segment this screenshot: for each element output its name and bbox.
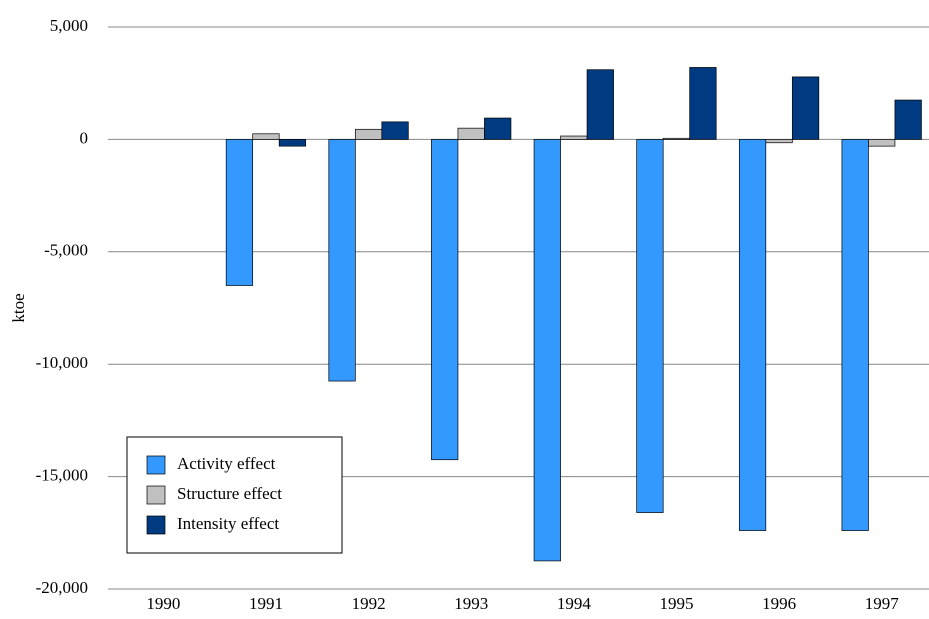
y-axis-label: ktoe — [9, 293, 28, 322]
bar — [689, 67, 717, 140]
x-tick-label: 1991 — [249, 594, 283, 613]
bar — [225, 139, 254, 286]
bar — [662, 137, 691, 140]
bar — [457, 127, 485, 140]
legend-label: Intensity effect — [177, 514, 279, 533]
bar — [484, 117, 512, 140]
bar — [738, 139, 767, 531]
bar — [586, 69, 614, 140]
bar — [431, 139, 459, 461]
bar — [328, 139, 356, 382]
legend-label: Activity effect — [177, 454, 276, 473]
x-tick-label: 1996 — [762, 594, 796, 613]
legend-swatch — [146, 515, 166, 535]
x-tick-label: 1993 — [454, 594, 488, 613]
y-tick-label: 0 — [80, 128, 89, 147]
bar — [841, 139, 869, 531]
bar — [278, 139, 307, 147]
legend-label: Structure effect — [177, 484, 282, 503]
y-tick-label: -10,000 — [36, 353, 88, 372]
y-tick-label: -5,000 — [44, 241, 88, 260]
x-tick-label: 1997 — [865, 594, 900, 613]
bar — [765, 139, 793, 144]
bar — [636, 139, 664, 513]
bar — [533, 139, 561, 562]
x-tick-label: 1990 — [146, 594, 180, 613]
y-tick-label: -20,000 — [36, 578, 88, 597]
bar — [252, 133, 280, 140]
x-tick-label: 1995 — [659, 594, 693, 613]
bar — [560, 135, 588, 140]
bar — [791, 76, 820, 140]
x-tick-label: 1992 — [352, 594, 386, 613]
bar — [381, 121, 409, 140]
bar — [868, 139, 896, 147]
bar — [894, 99, 922, 140]
x-tick-label: 1994 — [557, 594, 592, 613]
bar — [354, 128, 383, 140]
y-tick-label: 5,000 — [50, 16, 88, 35]
legend-swatch — [146, 485, 166, 505]
legend-swatch — [146, 455, 166, 475]
y-tick-label: -15,000 — [36, 466, 88, 485]
